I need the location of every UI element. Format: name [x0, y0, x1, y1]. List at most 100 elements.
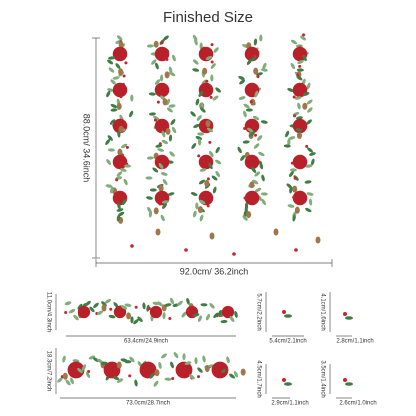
berry [298, 64, 302, 68]
pinecone [101, 304, 107, 312]
leaf [292, 214, 296, 222]
leaf [285, 130, 290, 138]
pinecone [118, 125, 124, 133]
leaf [212, 186, 217, 194]
leaf [260, 68, 268, 72]
pinecone [296, 132, 302, 140]
leaf [238, 75, 245, 81]
leaf [209, 303, 215, 309]
leaf [304, 180, 312, 184]
berry [243, 196, 247, 200]
flower [149, 305, 163, 319]
leaf [77, 303, 83, 310]
leaf [96, 358, 104, 364]
leaf [149, 188, 157, 192]
berry [160, 41, 164, 45]
leaf [251, 55, 257, 61]
leaf [253, 38, 258, 46]
leaf [307, 147, 313, 153]
leaf [233, 371, 239, 378]
leaf [161, 139, 169, 145]
leaf [109, 186, 114, 194]
leaf [310, 158, 315, 166]
leaf [237, 146, 242, 154]
leaf [194, 357, 198, 365]
width-label: 2.8cm/1.1inch [336, 339, 373, 345]
leaf [146, 156, 154, 160]
leaf [305, 207, 312, 213]
leaf [107, 59, 114, 65]
leaf [110, 79, 117, 85]
leaf [158, 162, 164, 170]
leaf [107, 88, 114, 92]
pinecone [155, 228, 161, 236]
leaf [289, 168, 297, 172]
leaf [259, 34, 263, 42]
berry [125, 145, 129, 149]
leaf [306, 192, 314, 196]
leaf [218, 310, 222, 318]
leaf [289, 186, 293, 194]
pinecone [204, 364, 210, 372]
leaf [108, 67, 115, 73]
leaf [184, 361, 192, 365]
leaf [192, 68, 200, 72]
berry [115, 178, 119, 182]
leaf [171, 126, 177, 134]
leaf [134, 379, 138, 387]
pinecone [164, 71, 170, 79]
pinecone [165, 127, 171, 135]
berry [232, 252, 236, 256]
leaf [262, 62, 267, 70]
flower [112, 154, 128, 170]
leaf [306, 82, 311, 90]
flower [67, 361, 85, 379]
leaf [160, 74, 164, 82]
leaf [169, 297, 175, 305]
flower [154, 154, 170, 170]
leaf [169, 151, 175, 157]
leaf [260, 120, 268, 124]
pinecone [209, 232, 215, 240]
leaf [85, 371, 91, 378]
leaf [287, 138, 291, 146]
leaf [251, 167, 257, 173]
leaf [93, 302, 99, 308]
leaf [199, 168, 207, 172]
leaf [168, 134, 173, 142]
leaf [149, 112, 156, 116]
leaf [113, 302, 119, 308]
leaf [167, 192, 175, 196]
berry [252, 54, 256, 58]
berry [206, 177, 210, 181]
leaf [245, 108, 253, 112]
berry [293, 114, 297, 118]
leaf [191, 142, 197, 150]
leaf [190, 192, 198, 196]
leaf [172, 54, 176, 62]
leaf [287, 204, 295, 208]
leaf [107, 148, 115, 152]
leaf [77, 368, 83, 374]
leaf [124, 164, 132, 168]
pinecone [118, 68, 124, 76]
flower [221, 305, 235, 319]
leaf [213, 47, 219, 53]
pinecone [197, 206, 203, 214]
width-label: 2.6cm/1.0inch [339, 401, 376, 407]
leaf [240, 155, 246, 161]
leaf [195, 202, 199, 210]
pinecone [202, 67, 208, 75]
berry [225, 368, 229, 372]
leaf [115, 63, 121, 69]
leaf [189, 374, 195, 380]
leaf [194, 38, 198, 46]
leaf [247, 127, 254, 133]
leaf [213, 312, 219, 319]
leaf [239, 79, 246, 85]
leaf [73, 314, 79, 321]
leaf [112, 376, 120, 380]
leaf [129, 356, 135, 363]
flower [211, 361, 229, 379]
leaf [133, 318, 139, 325]
